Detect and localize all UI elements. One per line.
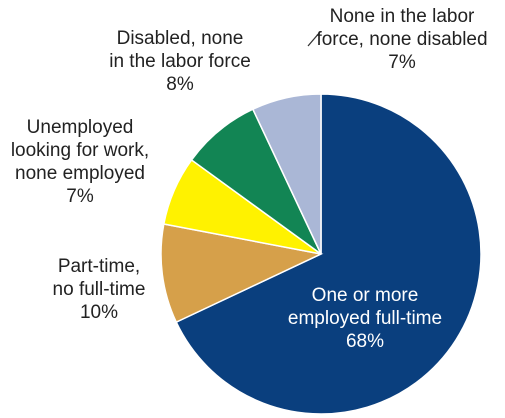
slice-label-unemployed: Unemployed looking for work, none employed…	[11, 117, 149, 207]
slice-label-line: 7%	[388, 52, 416, 73]
pie-slice-nolabor	[251, 93, 322, 255]
slice-label-line: 8%	[166, 74, 194, 95]
slice-label-line: 10%	[80, 302, 118, 323]
pie-slice-fulltime	[175, 93, 482, 415]
slice-label-line: Disabled, none	[117, 28, 244, 49]
slice-label-fulltime: One or more employed full-time 68%	[288, 285, 442, 352]
slice-label-line: force, none disabled	[316, 29, 487, 50]
slice-label-line: Unemployed	[27, 117, 134, 138]
slice-labels: One or more employed full-time 68% Part-tim…	[11, 6, 488, 352]
slice-label-line: in the labor force	[109, 51, 251, 72]
pie-slice-parttime	[160, 223, 324, 324]
slice-label-line: One or more	[312, 285, 419, 306]
slice-label-disabled: Disabled, none in the labor force 8%	[109, 28, 251, 95]
slice-label-parttime: Part-time, no full-time 10%	[53, 256, 146, 323]
slice-label-line: employed full-time	[288, 308, 442, 329]
pie-slices	[160, 93, 482, 415]
leader-line-none-in-labor-force	[307, 31, 321, 47]
slice-label-line: None in the labor	[330, 6, 475, 27]
slice-label-line: looking for work,	[11, 140, 149, 161]
slice-label-nolabor: None in the labor force, none disabled 7%	[316, 6, 487, 73]
slice-label-line: 68%	[346, 331, 384, 352]
slice-label-line: 7%	[66, 186, 94, 207]
slice-label-line: none employed	[15, 163, 145, 184]
slice-label-line: no full-time	[53, 279, 146, 300]
slice-label-line: Part-time,	[58, 256, 140, 277]
